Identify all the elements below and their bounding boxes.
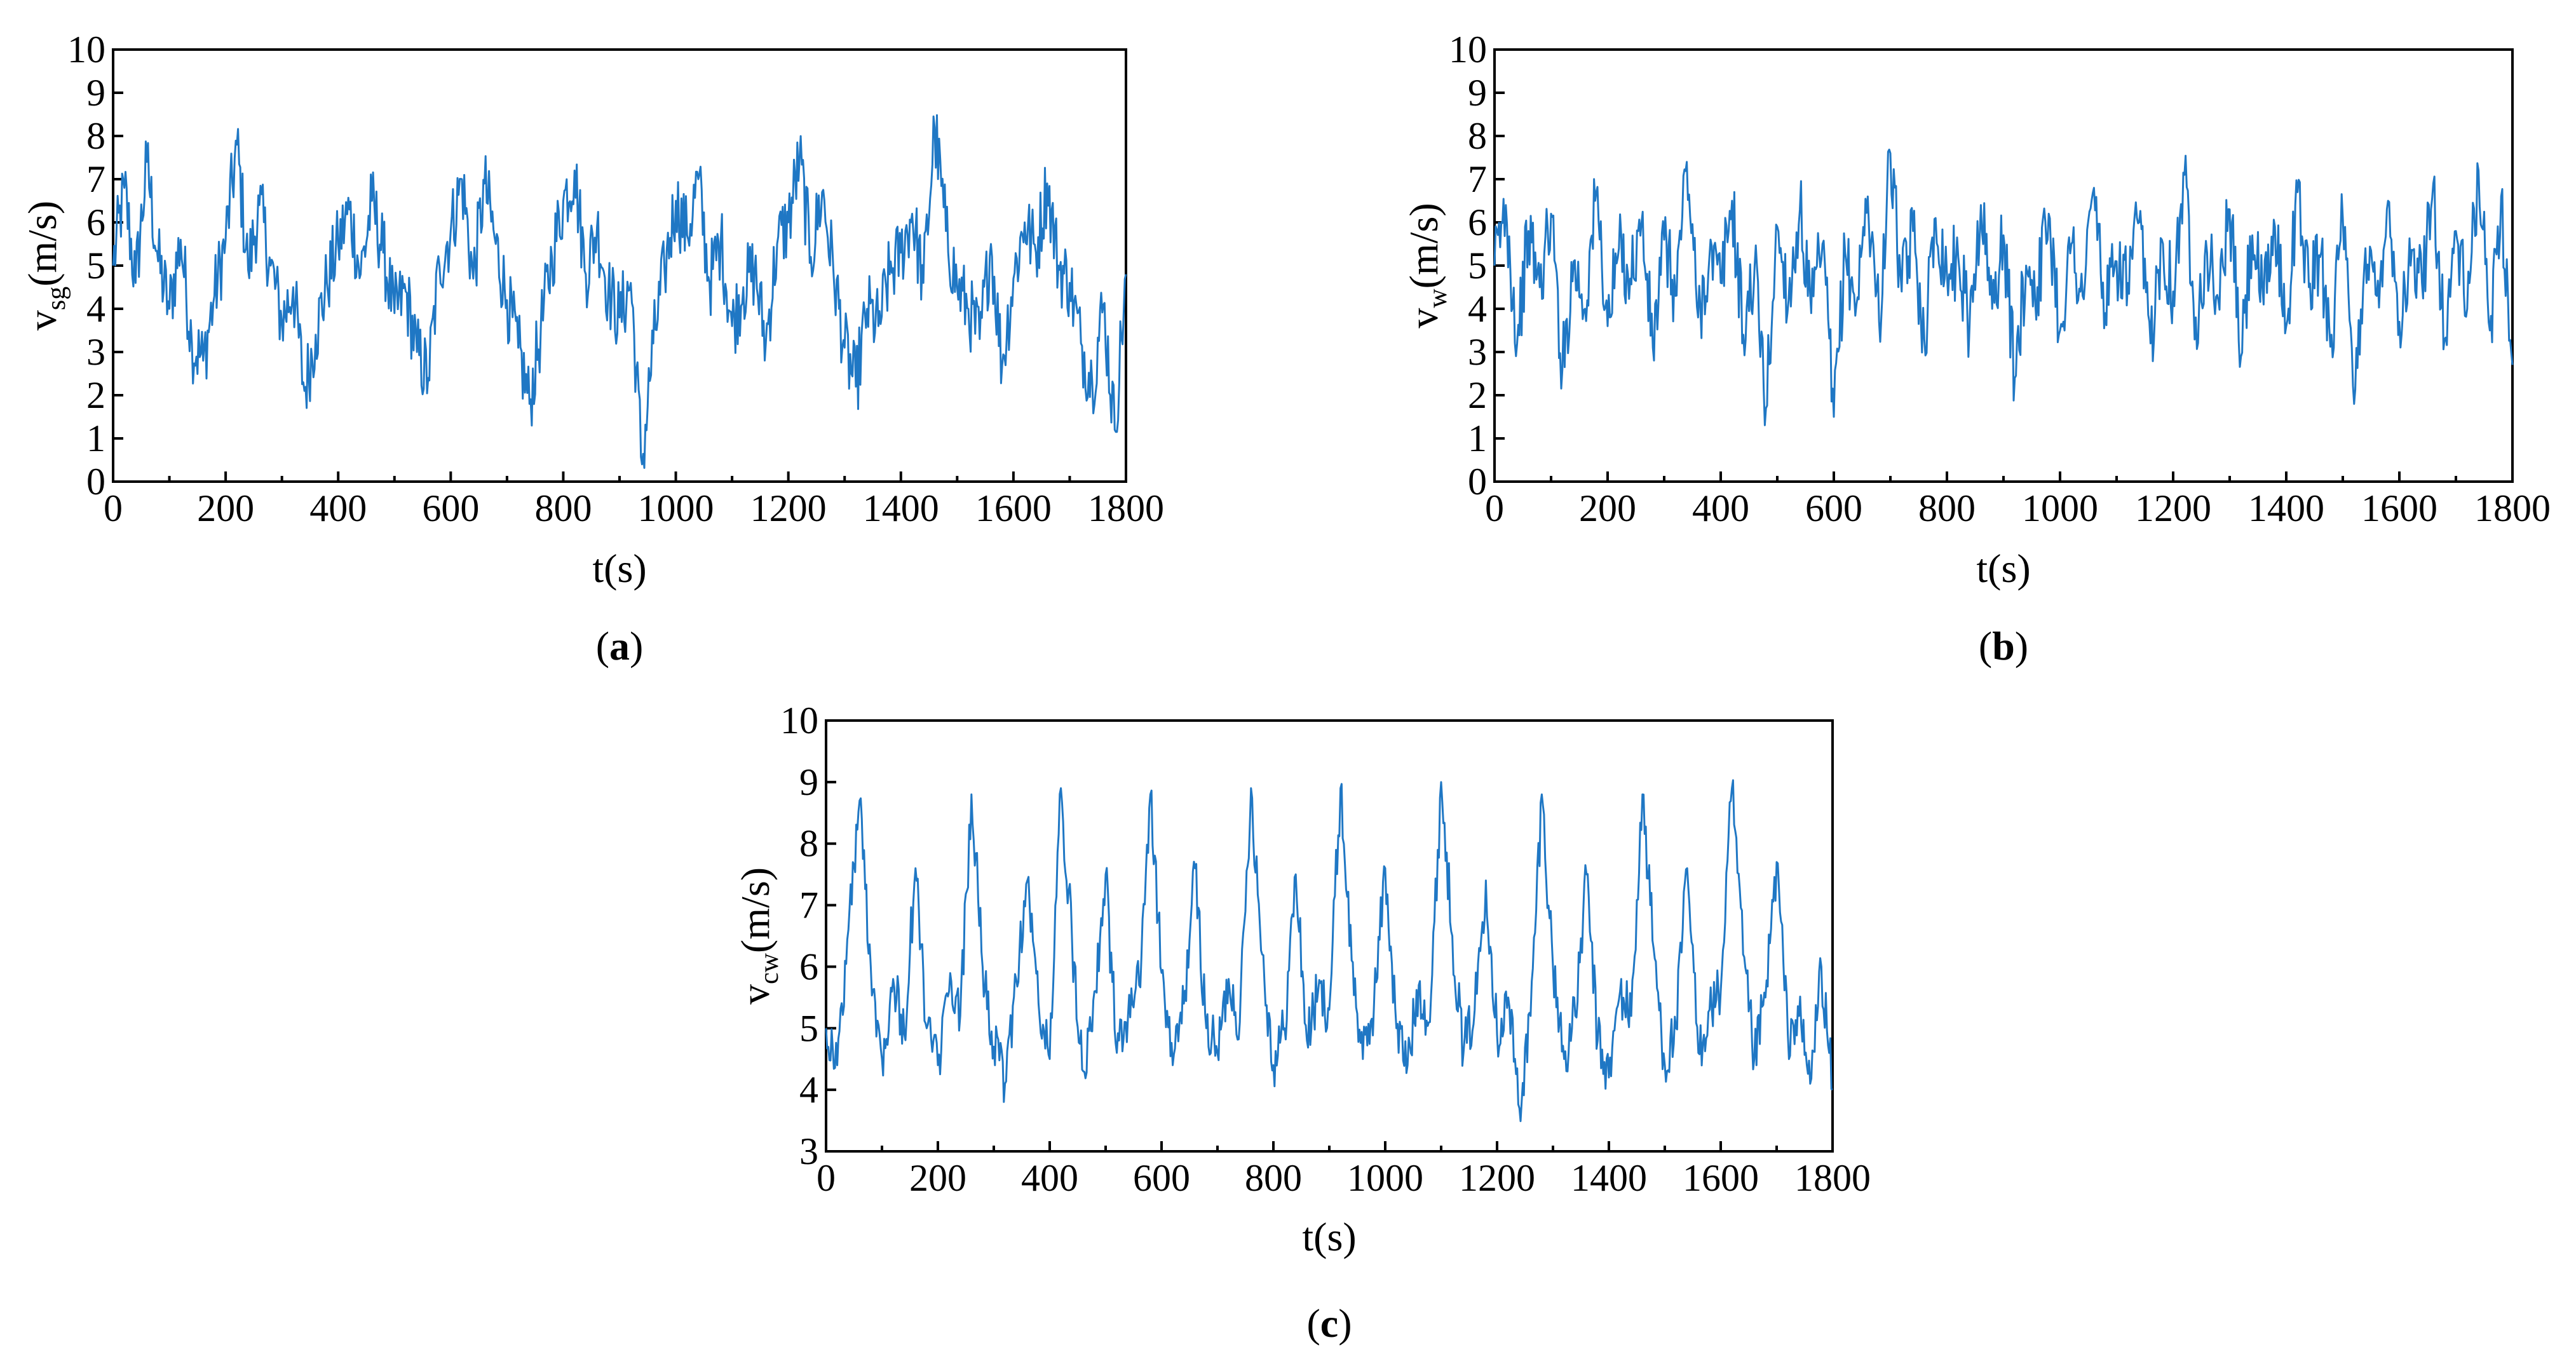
- y-tick-label: 8: [1468, 115, 1487, 157]
- y-tick-label: 7: [1468, 158, 1487, 200]
- x-tick-label: 0: [817, 1157, 836, 1199]
- panel-caption: (a): [596, 623, 644, 668]
- y-tick-label: 9: [799, 761, 818, 803]
- x-tick-label: 1800: [1794, 1157, 1871, 1199]
- x-tick-label: 1000: [2022, 487, 2098, 529]
- plot-frame: [112, 48, 1127, 483]
- y-tick-label: 7: [799, 884, 818, 926]
- x-tick-label: 400: [1021, 1157, 1078, 1199]
- x-tick-label: 1800: [2474, 487, 2551, 529]
- y-tick-label: 6: [799, 945, 818, 987]
- panel-caption: (b): [1979, 623, 2028, 668]
- series-line: [825, 779, 1833, 1122]
- tick-marks: [825, 719, 1834, 1153]
- y-tick-labels: 3 4 5 6 7 8 9 10: [780, 700, 818, 1172]
- y-tick-label: 10: [780, 700, 818, 742]
- y-tick-label: 8: [86, 115, 105, 157]
- x-tick-labels: 0 200 400 600 800 1000 1200 1400 1600 1800: [1485, 487, 2551, 529]
- x-tick-label: 1400: [863, 487, 939, 529]
- y-tick-label: 1: [1468, 417, 1487, 459]
- y-tick-label: 7: [86, 158, 105, 200]
- panel-c: 0 200 400 600 800 1000 1200 1400 1600 1800 3 4 5 6 7 8…: [733, 700, 1871, 1346]
- y-tick-label: 0: [86, 461, 105, 503]
- tick-marks: [1493, 48, 2514, 483]
- x-tick-label: 600: [1805, 487, 1862, 529]
- x-axis-label: t(s): [1976, 546, 2030, 591]
- series-line: [112, 114, 1127, 469]
- y-axis-label: vsg(m/s): [20, 201, 71, 330]
- y-tick-label: 6: [1468, 201, 1487, 243]
- x-tick-label: 200: [909, 1157, 966, 1199]
- x-axis-label: t(s): [1302, 1214, 1356, 1259]
- x-tick-label: 800: [1918, 487, 1976, 529]
- x-tick-label: 1200: [750, 487, 827, 529]
- x-tick-label: 1200: [1459, 1157, 1535, 1199]
- y-tick-label: 3: [799, 1130, 818, 1172]
- x-tick-label: 1200: [2135, 487, 2211, 529]
- x-tick-label: 800: [1245, 1157, 1302, 1199]
- y-tick-label: 6: [86, 201, 105, 243]
- y-tick-label: 4: [799, 1069, 818, 1111]
- y-tick-label: 4: [1468, 288, 1487, 330]
- x-tick-label: 1600: [1683, 1157, 1759, 1199]
- x-tick-label: 400: [309, 487, 367, 529]
- y-axis-label: vcw(m/s): [733, 867, 784, 1005]
- y-tick-label: 10: [67, 29, 105, 71]
- y-tick-label: 2: [86, 374, 105, 416]
- x-tick-label: 0: [1485, 487, 1504, 529]
- y-tick-label: 5: [86, 245, 105, 287]
- x-tick-label: 0: [104, 487, 123, 529]
- y-tick-label: 4: [86, 288, 105, 330]
- x-axis-label: t(s): [592, 546, 646, 591]
- y-tick-label: 3: [86, 331, 105, 373]
- y-tick-label: 9: [86, 72, 105, 114]
- x-tick-label: 600: [1133, 1157, 1190, 1199]
- x-tick-label: 1000: [638, 487, 714, 529]
- x-tick-label: 1600: [2361, 487, 2437, 529]
- y-tick-label: 1: [86, 417, 105, 459]
- x-tick-label: 800: [534, 487, 592, 529]
- y-tick-label: 9: [1468, 72, 1487, 114]
- x-tick-label: 200: [1579, 487, 1636, 529]
- x-tick-label: 1800: [1088, 487, 1164, 529]
- x-tick-label: 1400: [2248, 487, 2324, 529]
- y-tick-label: 5: [1468, 245, 1487, 287]
- x-tick-label: 600: [422, 487, 479, 529]
- x-tick-label: 1000: [1347, 1157, 1423, 1199]
- x-tick-label: 200: [197, 487, 254, 529]
- y-tick-label: 5: [799, 1007, 818, 1049]
- plot-frame: [1493, 48, 2514, 483]
- panel-b: 0 200 400 600 800 1000 1200 1400 1600 1800 012345…: [1401, 29, 2551, 668]
- y-tick-label: 8: [799, 823, 818, 865]
- x-tick-labels: 0 200 400 600 800 1000 1200 1400 1600 1800: [817, 1157, 1871, 1199]
- series-line: [1493, 148, 2514, 426]
- x-tick-labels: 0 200 400 600 800 1000 1200 1400 1600 1800: [104, 487, 1164, 529]
- x-tick-label: 1600: [975, 487, 1052, 529]
- tick-marks: [112, 48, 1127, 483]
- panel-a: 0 200 400 600 800 1000 1200 1400 1600 1800 012345…: [20, 29, 1164, 668]
- y-tick-label: 3: [1468, 331, 1487, 373]
- x-tick-label: 1400: [1571, 1157, 1647, 1199]
- panel-caption: (c): [1306, 1301, 1352, 1346]
- y-tick-label: 0: [1468, 461, 1487, 503]
- y-tick-label: 2: [1468, 374, 1487, 416]
- y-axis-label: vw(m/s): [1401, 203, 1453, 328]
- y-tick-label: 10: [1449, 29, 1487, 71]
- x-tick-label: 400: [1692, 487, 1749, 529]
